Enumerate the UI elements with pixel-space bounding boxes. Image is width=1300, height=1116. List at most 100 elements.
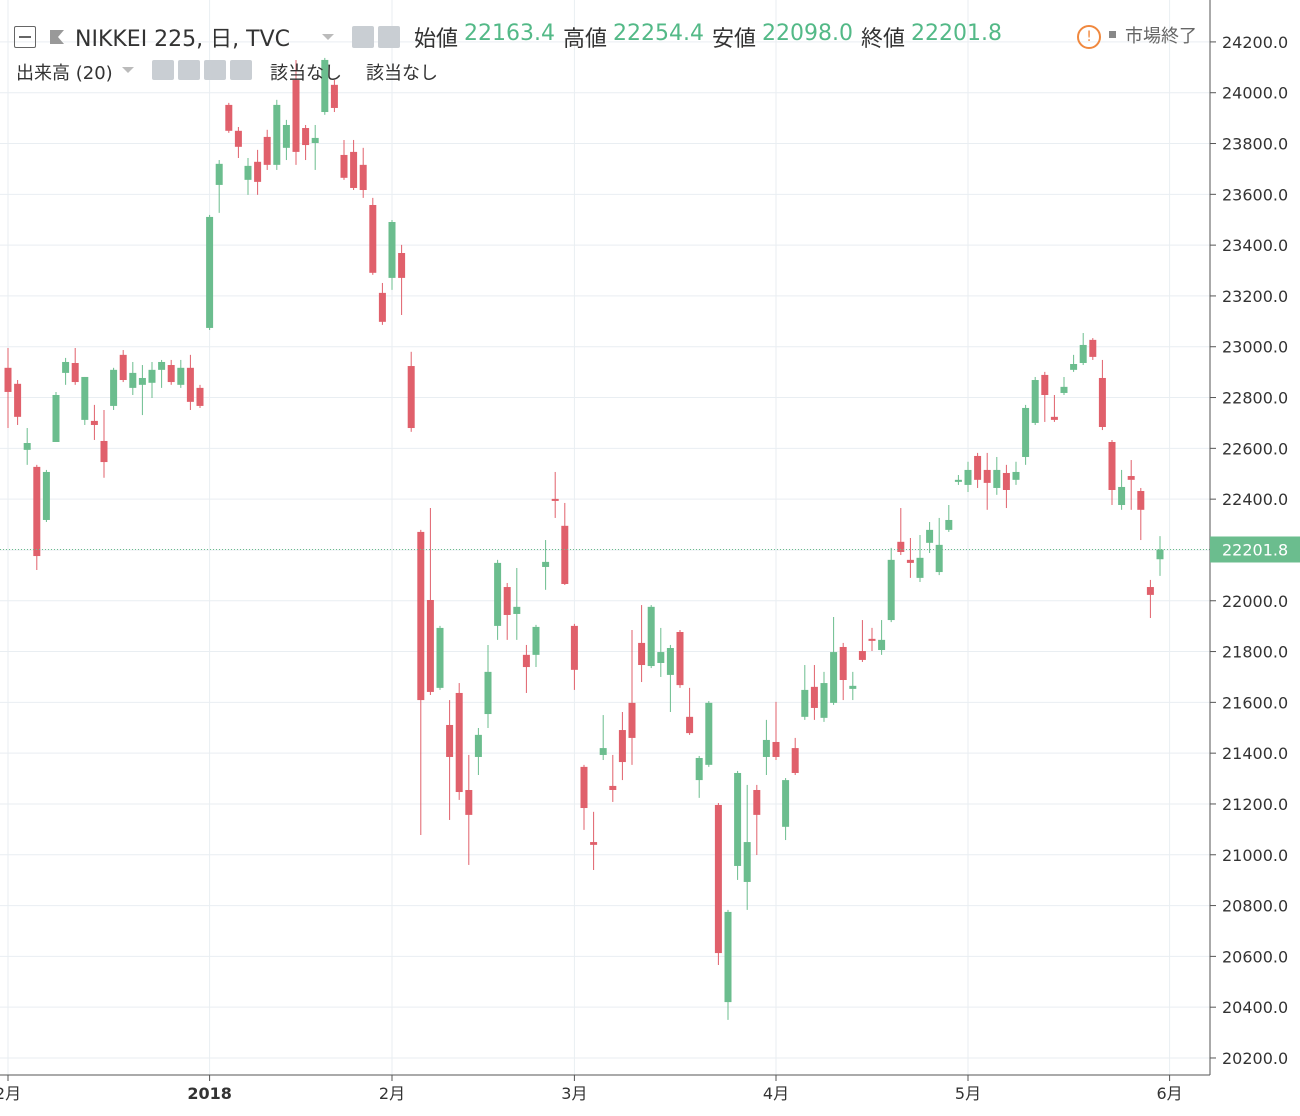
candle-body	[868, 638, 876, 641]
x-tick-label: 5月	[955, 1084, 981, 1103]
candle-body	[23, 443, 31, 450]
candle-body	[782, 780, 790, 827]
y-tick-label: 24000.0	[1222, 84, 1288, 103]
candle-body	[657, 652, 665, 663]
candle-body	[388, 222, 396, 278]
candle-body	[330, 84, 338, 108]
candle-body	[71, 362, 79, 383]
candle-body	[369, 204, 377, 273]
candle-body	[762, 739, 770, 757]
candle-body	[455, 692, 463, 793]
candle-body	[52, 394, 60, 442]
candle-body	[906, 559, 914, 563]
last-price-box	[1210, 536, 1300, 563]
candle-body	[503, 587, 511, 615]
candle-body	[263, 136, 271, 165]
candle-body	[148, 369, 156, 383]
candle-body	[551, 498, 559, 501]
y-tick-label: 23200.0	[1222, 287, 1288, 306]
candle-body	[858, 651, 866, 660]
candle-body	[705, 702, 713, 765]
candle-body	[321, 59, 329, 113]
candle-body	[887, 559, 895, 621]
dropdown-caret[interactable]	[122, 67, 134, 75]
dropdown-caret[interactable]	[322, 34, 334, 42]
gear-icon[interactable]	[378, 26, 400, 48]
candle-body	[436, 627, 444, 688]
y-tick-label: 22600.0	[1222, 439, 1288, 458]
candle-body	[446, 724, 454, 757]
settings-icon[interactable]	[352, 26, 374, 48]
x-tick-label: 6月	[1157, 1084, 1183, 1103]
candle-body	[561, 525, 569, 584]
candle-body	[292, 80, 300, 152]
candle-body	[196, 387, 204, 406]
candles	[0, 57, 1210, 1020]
candle-body	[628, 702, 636, 738]
candle-body	[570, 625, 578, 670]
candle-body	[1012, 471, 1020, 480]
candle-body	[474, 734, 482, 757]
candle-body	[311, 137, 319, 144]
candle-body	[993, 469, 1001, 488]
visibility-icon[interactable]	[152, 60, 174, 80]
candle-body	[522, 654, 530, 668]
candle-body	[33, 466, 41, 557]
ohlc-name: 高値	[563, 27, 608, 52]
add-icon[interactable]	[204, 60, 226, 80]
candle-body	[494, 562, 502, 626]
status-dot	[1109, 31, 1116, 38]
candle-body	[465, 789, 473, 815]
warning-icon[interactable]: !	[1077, 25, 1101, 49]
candle-body	[138, 377, 146, 385]
candle-body	[1041, 374, 1049, 395]
candle-body	[666, 647, 674, 675]
candle-body	[378, 292, 386, 322]
candle-body	[935, 544, 943, 573]
collapse-button[interactable]	[14, 26, 36, 48]
candle-body	[4, 367, 12, 392]
market-status: 市場終了	[1125, 26, 1197, 47]
candle-body	[359, 164, 367, 191]
candle-body	[820, 683, 828, 718]
candle-body	[618, 730, 626, 763]
candle-body	[350, 151, 358, 188]
ohlc-value: 22163.4	[464, 21, 555, 46]
candle-body	[743, 842, 751, 882]
candle-body	[839, 646, 847, 681]
close-icon[interactable]	[230, 60, 252, 80]
candle-body	[81, 376, 89, 420]
candle-body	[926, 529, 934, 543]
ohlc-name: 終値	[861, 27, 906, 52]
candle-body	[638, 642, 646, 666]
candle-body	[110, 369, 118, 406]
candle-body	[542, 561, 550, 567]
x-tick-label: 2月	[0, 1084, 21, 1103]
candle-body	[100, 440, 108, 463]
candle-body	[302, 128, 310, 146]
candle-body	[686, 716, 694, 734]
candle-body	[974, 455, 982, 480]
y-tick-label: 23600.0	[1222, 185, 1288, 204]
candle-body	[1022, 407, 1030, 457]
candle-body	[225, 104, 233, 131]
volume-label: 出来高 (20)	[16, 63, 113, 84]
y-tick-label: 20400.0	[1222, 998, 1288, 1017]
y-tick-label: 21600.0	[1222, 693, 1288, 712]
candle-body	[532, 626, 540, 655]
candle-body	[753, 789, 761, 815]
x-tick-label: 2018	[187, 1084, 232, 1103]
y-tick-label: 20600.0	[1222, 947, 1288, 966]
candle-body	[695, 757, 703, 781]
y-tick-label: 21800.0	[1222, 643, 1288, 662]
candle-body	[849, 685, 857, 689]
x-tick-label: 4月	[763, 1084, 789, 1103]
gear-icon[interactable]	[178, 60, 200, 80]
candle-body	[1060, 386, 1068, 393]
candle-body	[90, 420, 98, 425]
candle-body	[417, 531, 425, 701]
candle-body	[945, 519, 953, 530]
candle-body	[983, 469, 991, 483]
